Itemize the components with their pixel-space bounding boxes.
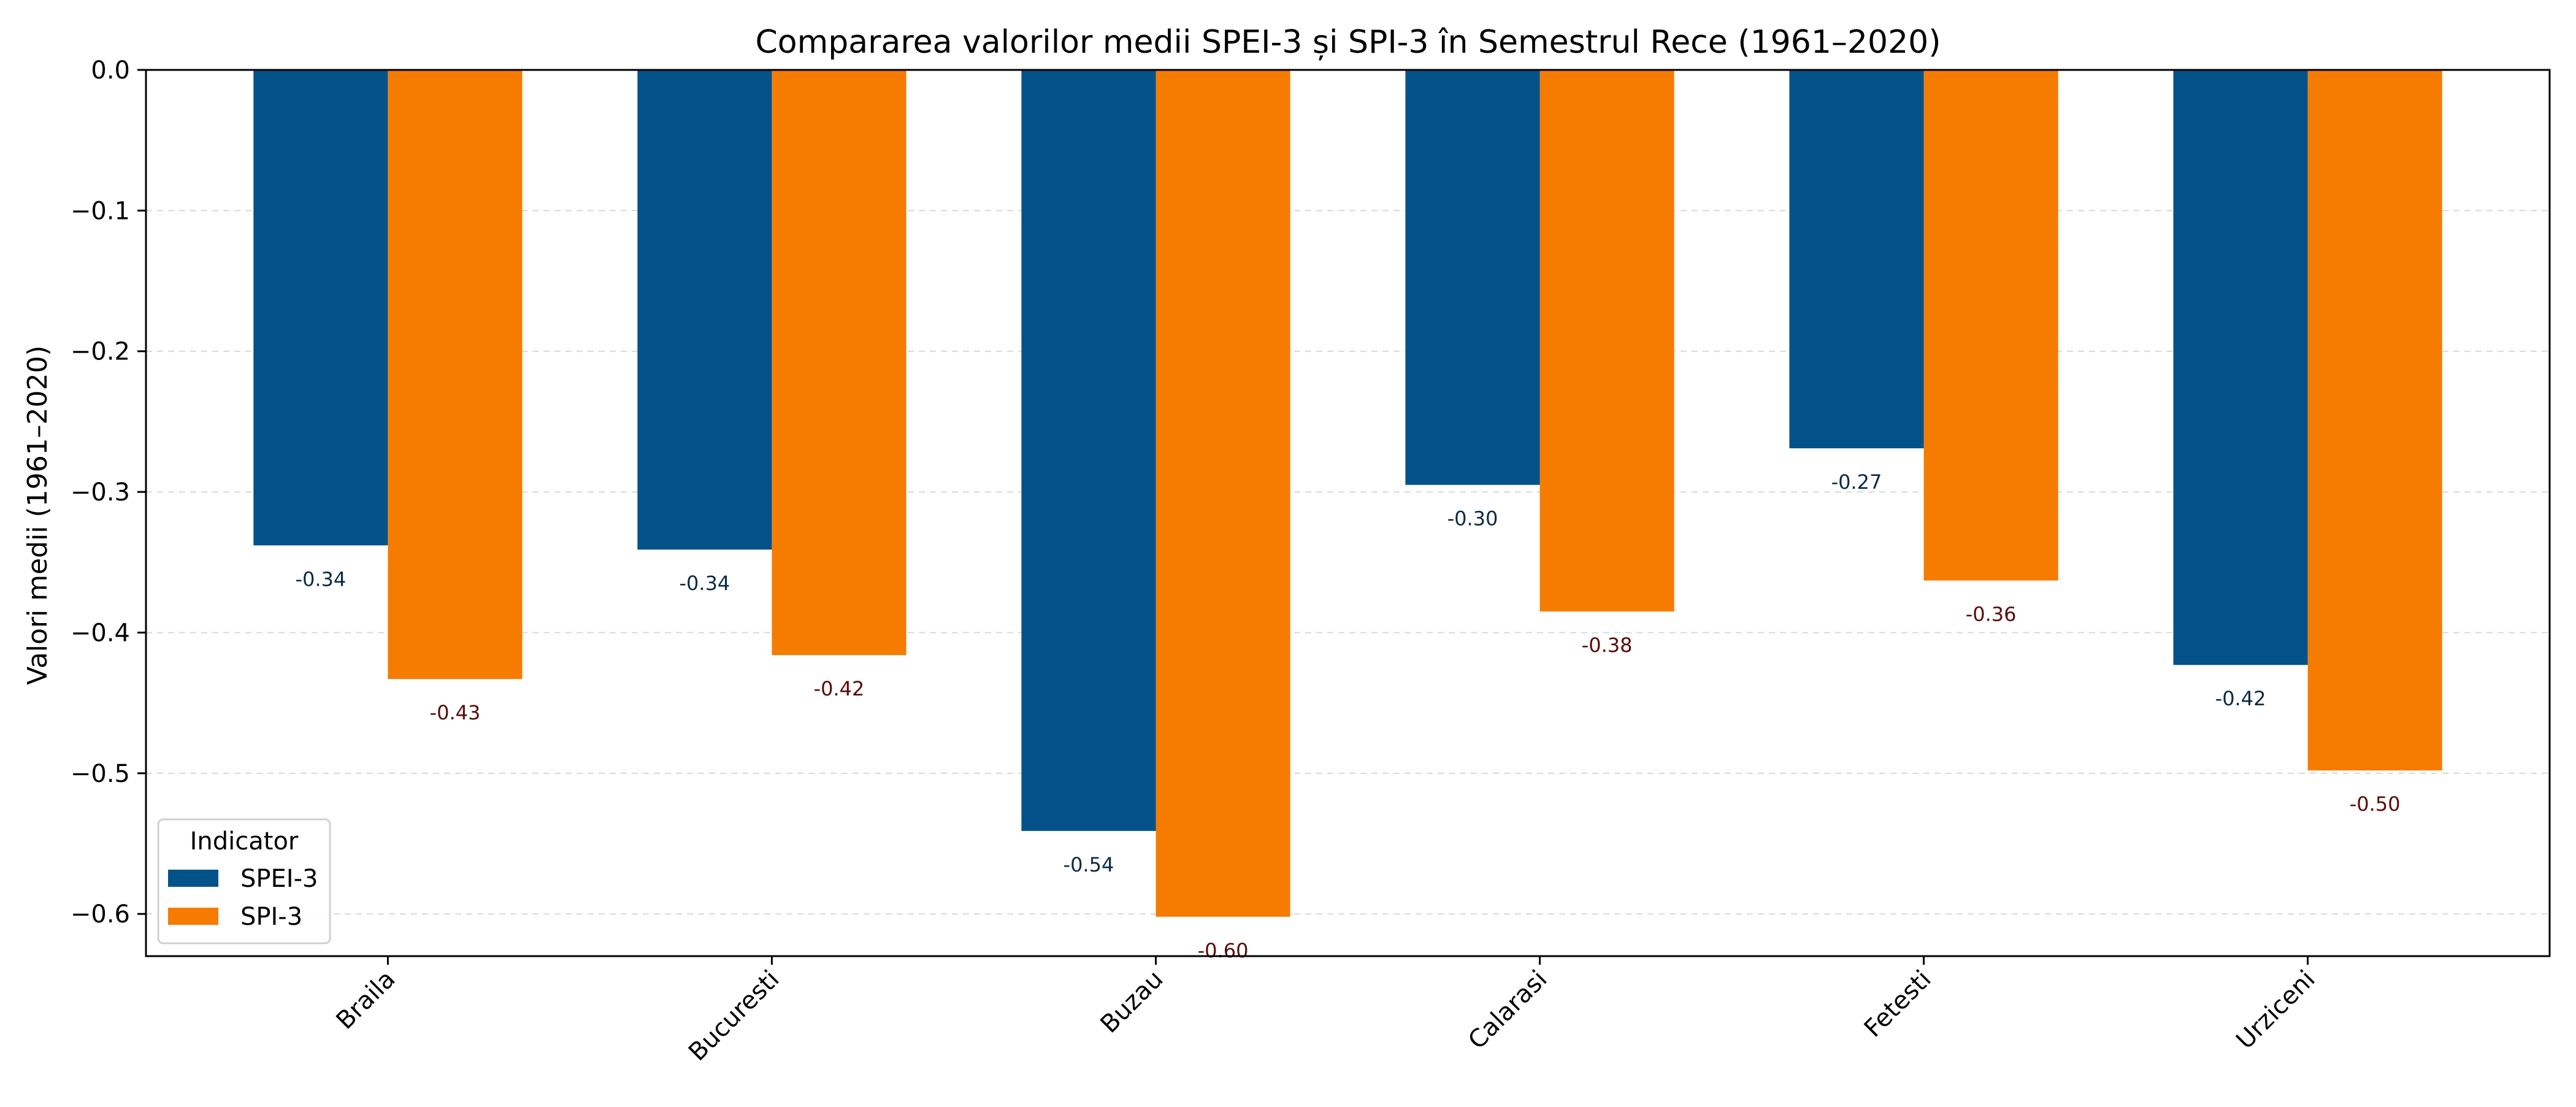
y-tick-label: −0.5	[71, 760, 130, 788]
x-tick-label: Urziceni	[2231, 965, 2320, 1055]
x-tick-label: Bucuresti	[683, 965, 784, 1067]
value-label-spei-3: -0.27	[1831, 470, 1882, 494]
x-axis-ticks: Braila Bucuresti Buzau Calarasi Fetesti Urzic…	[331, 956, 2321, 1067]
legend-swatch-spei-3	[168, 870, 218, 887]
bar-spei-3	[2173, 70, 2308, 665]
value-label-spi-3: -0.60	[1198, 939, 1249, 962]
legend-label-spi-3: SPI-3	[240, 903, 302, 931]
value-label-spi-3: -0.43	[430, 701, 481, 724]
x-tick-label: Calarasi	[1463, 965, 1552, 1055]
bar-spei-3	[253, 70, 388, 546]
y-tick-label: −0.6	[71, 900, 130, 929]
bar-spi-3	[1156, 70, 1290, 917]
x-tick-label: Fetesti	[1859, 965, 1937, 1043]
y-tick-label: −0.4	[71, 619, 130, 647]
y-tick-label: −0.2	[71, 338, 130, 366]
bar-spi-3	[388, 70, 523, 680]
bar-spei-3	[1405, 70, 1540, 485]
y-axis-ticks: 0.0 −0.1 −0.2 −0.3 −0.4 −0.5 −0.6	[71, 56, 146, 929]
value-label-spi-3: -0.50	[2350, 792, 2401, 816]
grid-lines	[146, 210, 2550, 915]
legend-label-spei-3: SPEI-3	[240, 865, 318, 893]
legend-title: Indicator	[190, 827, 299, 856]
x-tick-label: Braila	[331, 965, 401, 1035]
value-label-spei-3: -0.30	[1447, 507, 1498, 531]
value-label-spi-3: -0.38	[1582, 634, 1633, 657]
bar-spei-3	[1021, 70, 1156, 831]
plot-frame	[145, 69, 2551, 957]
value-label-spi-3: -0.36	[1966, 603, 2017, 626]
value-label-spi-3: -0.42	[814, 677, 865, 700]
y-tick-label: 0.0	[91, 56, 130, 85]
legend: Indicator SPEI-3 SPI-3	[157, 818, 331, 944]
bar-spi-3	[1539, 70, 1674, 612]
bar-spi-3	[1923, 70, 2058, 581]
y-axis-label: Valori medii (1961–2020)	[22, 345, 53, 685]
y-tick-label: −0.1	[71, 197, 130, 225]
value-label-spei-3: -0.42	[2215, 687, 2266, 710]
bar-spi-3	[772, 70, 907, 656]
value-label-spei-3: -0.34	[679, 572, 730, 595]
bars	[253, 70, 2442, 917]
chart-title: Compararea valorilor medii SPEI-3 și SPI…	[755, 24, 1941, 61]
bar-spi-3	[2307, 70, 2442, 771]
bar-spei-3	[637, 70, 772, 550]
value-label-spei-3: -0.54	[1064, 853, 1114, 876]
legend-swatch-spi-3	[168, 908, 218, 925]
bar-spei-3	[1789, 70, 1924, 448]
x-tick-label: Buzau	[1095, 965, 1169, 1039]
value-labels: -0.34 -0.34 -0.54 -0.30 -0.27 -0.42 -0.43 -0.42…	[295, 470, 2400, 962]
y-tick-label: −0.3	[71, 478, 130, 507]
value-label-spei-3: -0.34	[295, 567, 346, 591]
